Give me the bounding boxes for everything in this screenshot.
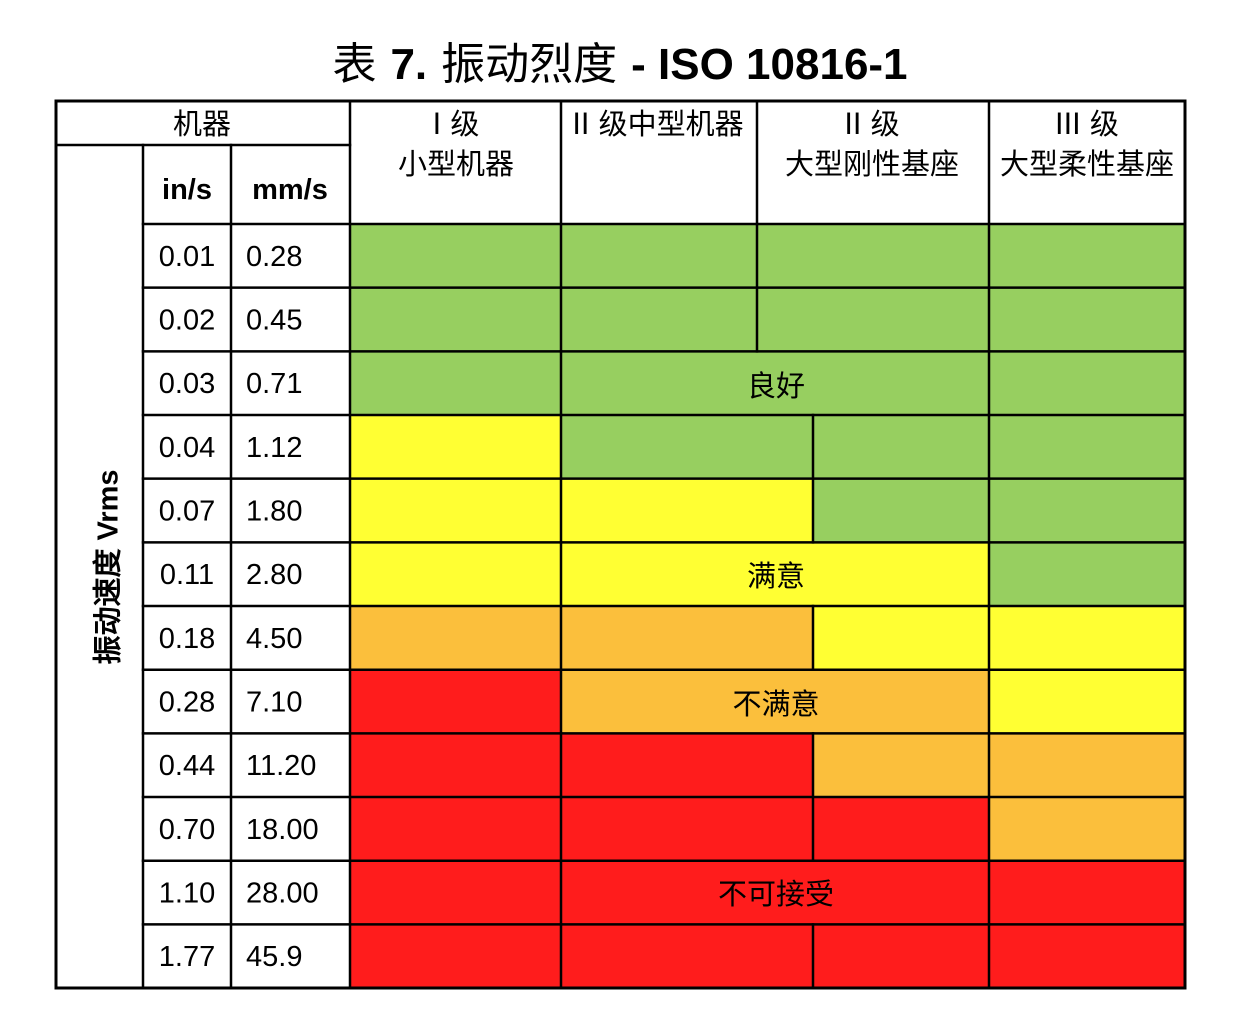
- zone-cell-class_ii-5: [561, 542, 813, 607]
- zone-cell-class_ii_rigid-10: [813, 860, 989, 925]
- in-s-header: in/s: [162, 174, 212, 206]
- mm-s-value: 0.71: [246, 368, 302, 400]
- zone-cell-class_i-2: [350, 351, 561, 416]
- title-name: 振动烈度: [441, 39, 617, 90]
- mm-s-header: mm/s: [252, 174, 328, 206]
- zone-cell-class_iii-5: [989, 542, 1185, 607]
- mm-s-value: 45.9: [246, 941, 302, 973]
- mm-s-value: 0.28: [246, 241, 302, 273]
- class-ii-rigid-line1: II 级: [844, 107, 899, 141]
- zone-cell-class_i-3: [350, 415, 561, 480]
- zone-cell-class_iii-9: [989, 797, 1185, 862]
- in-s-value: 0.70: [159, 814, 215, 846]
- zone-cell-class_i-1: [350, 287, 561, 352]
- zone-label-unsatisfactory: 不满意: [732, 687, 819, 721]
- mm-s-value: 4.50: [246, 623, 302, 655]
- zone-cell-class_ii-9: [561, 797, 813, 862]
- zone-cell-class_i-9: [350, 797, 561, 862]
- in-s-value: 0.07: [159, 496, 215, 528]
- speed-values: 0.01 0.28 0.02 0.45 0.03 0.71 0.04 1.12 0.07 1.80…: [159, 241, 319, 973]
- title-suffix: - ISO 10816-1: [631, 40, 907, 89]
- zone-cell-class_ii_rigid-1: [813, 287, 989, 352]
- machines-header: 机器: [173, 107, 231, 141]
- zone-cell-class_iii-2: [989, 351, 1185, 416]
- in-s-value: 1.77: [159, 941, 215, 973]
- zone-cell-class_i-10: [350, 860, 561, 925]
- zone-label-satisfactory: 满意: [747, 559, 805, 593]
- zone-cell-class_ii_rigid-4: [813, 478, 989, 543]
- mm-s-value: 7.10: [246, 687, 302, 719]
- class-iii-line1: III 级: [1055, 107, 1119, 141]
- in-s-value: 0.01: [159, 241, 215, 273]
- zone-cell-class_i-0: [350, 224, 561, 289]
- zone-cell-class_iii-6: [989, 606, 1185, 671]
- zone-cell-class_ii-1: [561, 287, 813, 352]
- mm-s-value: 0.45: [246, 305, 302, 337]
- zone-cell-class_ii_rigid-6: [813, 606, 989, 671]
- zone-cell-class_i-6: [350, 606, 561, 671]
- mm-s-value: 2.80: [246, 559, 302, 591]
- zone-cell-class_ii-2: [561, 351, 813, 416]
- zone-cell-class_ii_rigid-8: [813, 733, 989, 798]
- in-s-value: 1.10: [159, 878, 215, 910]
- zone-cell-class_ii_rigid-0: [813, 224, 989, 289]
- zone-label-good: 良好: [747, 369, 805, 403]
- zone-cell-class_ii-6: [561, 606, 813, 671]
- class-i-line2: 小型机器: [398, 147, 514, 181]
- zone-cell-class_ii-8: [561, 733, 813, 798]
- zone-cell-class_iii-1: [989, 287, 1185, 352]
- in-s-value: 0.11: [160, 559, 214, 591]
- zone-cell-class_iii-10: [989, 860, 1185, 925]
- in-s-value: 0.44: [159, 750, 215, 782]
- table-border: [54, 99, 1187, 990]
- class-i-line1: I 级: [433, 107, 480, 141]
- zone-cell-class_ii-3: [561, 415, 813, 480]
- class-ii-line1: II 级中型机器: [572, 107, 743, 141]
- zone-cell-class_ii_rigid-5: [813, 542, 989, 607]
- class-iii-line2: 大型柔性基座: [1000, 147, 1174, 181]
- title-prefix: 表: [332, 39, 376, 90]
- zone-cell-class_iii-3: [989, 415, 1185, 480]
- zone-cell-class_iii-4: [989, 478, 1185, 543]
- zone-cell-class_ii-0: [561, 224, 813, 289]
- in-s-value: 0.28: [159, 687, 215, 719]
- zone-cell-class_iii-0: [989, 224, 1185, 289]
- zone-cell-class_ii_rigid-3: [813, 415, 989, 480]
- zone-cell-class_ii_rigid-2: [813, 351, 989, 416]
- zone-cell-class_i-11: [350, 924, 561, 989]
- table-title: 表 7. 振动烈度 - ISO 10816-1: [332, 39, 907, 90]
- zone-cell-class_ii-4: [561, 478, 813, 543]
- zone-cell-class_ii_rigid-11: [813, 924, 989, 989]
- zone-cell-class_iii-11: [989, 924, 1185, 989]
- zone-cell-class_iii-7: [989, 669, 1185, 734]
- zone-cell-class_ii-10: [561, 860, 813, 925]
- zone-cells: [350, 224, 1185, 989]
- zone-cell-class_ii_rigid-7: [813, 669, 989, 734]
- mm-s-value: 28.00: [246, 878, 319, 910]
- zone-cell-class_ii_rigid-9: [813, 797, 989, 862]
- grid-lines: [54, 99, 1187, 990]
- zone-cell-class_i-7: [350, 669, 561, 734]
- mm-s-value: 1.12: [246, 432, 302, 464]
- zone-label-unacceptable: 不可接受: [718, 877, 834, 911]
- mm-s-value: 1.80: [246, 496, 302, 528]
- zone-cell-class_i-8: [350, 733, 561, 798]
- in-s-value: 0.04: [159, 432, 215, 464]
- class-ii-rigid-line2: 大型刚性基座: [785, 147, 959, 181]
- zone-cell-class_ii-7: [561, 669, 813, 734]
- in-s-value: 0.18: [159, 623, 215, 655]
- zone-cell-class_i-4: [350, 478, 561, 543]
- mm-s-value: 18.00: [246, 814, 319, 846]
- in-s-value: 0.03: [159, 368, 215, 400]
- zone-cell-class_iii-8: [989, 733, 1185, 798]
- title-number: 7.: [390, 40, 427, 89]
- zone-cell-class_i-5: [350, 542, 561, 607]
- in-s-value: 0.02: [159, 305, 215, 337]
- zone-cell-class_ii-11: [561, 924, 813, 989]
- mm-s-value: 11.20: [246, 750, 316, 782]
- vibration-velocity-label: 振动速度 Vrms: [92, 470, 125, 665]
